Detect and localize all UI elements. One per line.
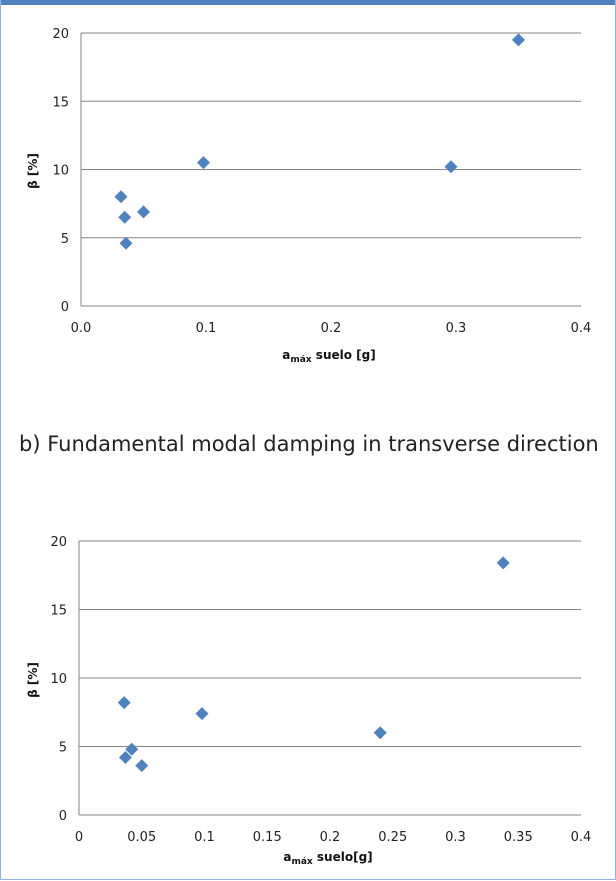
data-point bbox=[195, 707, 209, 721]
data-point bbox=[118, 210, 132, 224]
y-tick-label: 0 bbox=[59, 809, 67, 824]
chart-b-transverse-damping: 0 5 10 15 20 0 0.05 0.1 0.15 0.2 0.25 0.3 0.35 0.4 β [… bbox=[26, 535, 592, 867]
y-tick-label: 0 bbox=[61, 300, 69, 315]
x-axis-label-subscript: máx bbox=[290, 355, 311, 365]
data-point bbox=[496, 556, 510, 570]
caption-transverse-damping: b) Fundamental modal damping in transver… bbox=[19, 432, 599, 456]
data-point bbox=[125, 742, 139, 756]
x-axis-label-main: a bbox=[282, 348, 290, 362]
x-axis-label-main: a bbox=[283, 850, 291, 864]
y-tick-label: 10 bbox=[50, 672, 67, 687]
data-point bbox=[512, 33, 525, 47]
y-tick-label: 20 bbox=[52, 27, 69, 42]
x-tick-label: 0.2 bbox=[320, 830, 341, 845]
data-point bbox=[135, 759, 149, 773]
x-tick-label: 0 bbox=[75, 830, 83, 845]
y-tick-label: 15 bbox=[50, 604, 67, 619]
x-axis-label-rest: suelo [g] bbox=[312, 348, 376, 362]
chart-a-amax-vs-damping: 0 5 10 15 20 0.0 0.1 0.2 0.3 0.4 β [%] amáx suelo [… bbox=[26, 27, 592, 365]
x-tick-label: 0.3 bbox=[445, 830, 466, 845]
data-point bbox=[117, 696, 131, 710]
x-tick-label: 0.0 bbox=[71, 321, 92, 336]
x-axis-label-subscript: máx bbox=[291, 857, 312, 867]
x-tick-label: 0.4 bbox=[571, 830, 592, 845]
x-tick-label: 0.35 bbox=[504, 830, 533, 845]
data-point bbox=[444, 160, 458, 174]
x-tick-label: 0.15 bbox=[253, 830, 282, 845]
data-point bbox=[373, 726, 387, 740]
x-tick-label: 0.25 bbox=[378, 830, 407, 845]
data-point bbox=[119, 236, 133, 250]
x-axis-label-rest: suelo[g] bbox=[313, 850, 373, 864]
y-tick-label: 15 bbox=[52, 95, 69, 110]
data-point bbox=[137, 205, 150, 219]
x-tick-label: 0.4 bbox=[571, 321, 592, 336]
x-tick-label: 0.1 bbox=[196, 321, 217, 336]
y-axis-label: β [%] bbox=[26, 153, 40, 189]
y-tick-label: 10 bbox=[52, 164, 69, 179]
data-point bbox=[197, 156, 210, 170]
y-tick-label: 5 bbox=[61, 232, 69, 247]
y-tick-label: 20 bbox=[50, 535, 67, 550]
x-tick-label: 0.3 bbox=[446, 321, 467, 336]
x-axis-label: amáx suelo[g] bbox=[283, 850, 372, 867]
x-axis-label: amáx suelo [g] bbox=[282, 348, 375, 365]
y-tick-label: 5 bbox=[59, 741, 67, 756]
x-tick-label: 0.05 bbox=[127, 830, 156, 845]
x-tick-label: 0.2 bbox=[321, 321, 342, 336]
data-point bbox=[114, 190, 128, 204]
x-tick-label: 0.1 bbox=[194, 830, 215, 845]
data-point bbox=[118, 750, 132, 764]
top-accent-strip bbox=[1, 0, 615, 5]
y-axis-label: β [%] bbox=[26, 662, 40, 698]
